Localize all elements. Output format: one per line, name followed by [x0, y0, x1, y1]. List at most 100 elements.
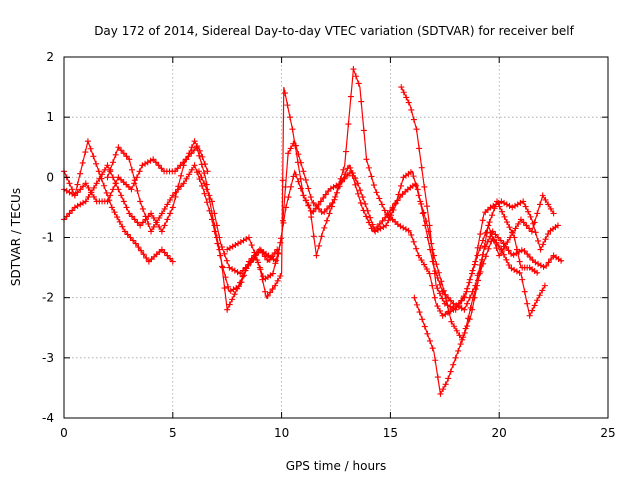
data-point [144, 159, 151, 166]
data-point [237, 239, 244, 246]
data-point [413, 301, 420, 308]
x-tick-label: 10 [274, 426, 289, 440]
data-point [516, 269, 523, 276]
data-point [500, 240, 507, 247]
data-point [191, 138, 198, 145]
data-point [421, 261, 428, 268]
chart-title: Day 172 of 2014, Sidereal Day-to-day VTE… [94, 24, 574, 38]
data-point [175, 186, 182, 193]
data-point [442, 311, 449, 318]
data-point [132, 240, 139, 247]
data-point [507, 234, 514, 241]
data-point [273, 257, 280, 264]
data-point [183, 175, 190, 182]
data-point [501, 199, 508, 206]
data-point [445, 375, 452, 382]
data-point [347, 93, 354, 100]
data-point [423, 203, 430, 210]
data-point [418, 164, 425, 171]
data-point [188, 150, 195, 157]
data-point [511, 266, 518, 273]
data-point [360, 127, 367, 134]
data-point [554, 222, 561, 229]
data-point [164, 252, 171, 259]
data-point [523, 222, 530, 229]
data-point [528, 228, 535, 235]
data-point [353, 73, 360, 80]
data-point [433, 261, 440, 268]
y-tick-label: -3 [42, 351, 54, 365]
data-point [208, 198, 215, 205]
data-point [418, 200, 425, 207]
data-point [373, 189, 380, 196]
data-point [506, 202, 513, 209]
data-point [548, 255, 555, 262]
data-point [466, 279, 473, 286]
data-point [527, 213, 534, 220]
data-point [479, 237, 486, 244]
data-point [103, 189, 110, 196]
data-point [364, 207, 371, 214]
data-point [504, 239, 511, 246]
data-point [272, 282, 279, 289]
data-point [368, 173, 375, 180]
data-point [69, 186, 76, 193]
data-point [418, 257, 425, 264]
data-point [167, 255, 174, 262]
data-point [323, 217, 330, 224]
data-point [475, 277, 482, 284]
data-point [259, 276, 266, 283]
x-tick-label: 20 [492, 426, 507, 440]
data-point [280, 219, 287, 226]
data-point [405, 227, 412, 234]
data-point [477, 268, 484, 275]
data-point [460, 293, 467, 300]
data-point [355, 190, 362, 197]
data-point [503, 201, 510, 208]
data-point [93, 160, 100, 167]
data-point [156, 223, 163, 230]
data-point [158, 228, 165, 235]
data-point [519, 276, 526, 283]
data-point [87, 145, 94, 152]
data-point [416, 145, 423, 152]
data-point [447, 368, 454, 375]
data-point [480, 260, 487, 267]
series-track-4 [61, 66, 561, 319]
data-point [363, 156, 370, 163]
data-point [486, 219, 493, 226]
data-point [180, 159, 187, 166]
data-point [509, 204, 516, 211]
x-tick-label: 25 [600, 426, 615, 440]
data-point [440, 386, 447, 393]
data-point [340, 166, 347, 173]
data-point [69, 207, 76, 214]
data-point [161, 222, 168, 229]
data-point [127, 234, 134, 241]
data-point [365, 219, 372, 226]
data-point [136, 168, 143, 175]
data-point [224, 246, 231, 253]
data-point [521, 248, 528, 255]
data-point [229, 243, 236, 250]
data-point [316, 242, 323, 249]
data-point [279, 177, 286, 184]
data-point [116, 218, 123, 225]
data-point [437, 390, 444, 397]
data-point [464, 300, 471, 307]
data-point [370, 182, 377, 189]
data-point [142, 160, 149, 167]
data-point [481, 243, 488, 250]
data-point [354, 180, 361, 187]
data-point [71, 192, 78, 199]
data-point [458, 297, 465, 304]
data-point [378, 201, 385, 208]
data-point [137, 198, 144, 205]
data-point [518, 247, 525, 254]
data-point [282, 90, 289, 97]
data-point [515, 220, 522, 227]
data-point [357, 199, 364, 206]
data-point [429, 246, 436, 253]
data-point [123, 153, 130, 160]
data-point [90, 193, 97, 200]
